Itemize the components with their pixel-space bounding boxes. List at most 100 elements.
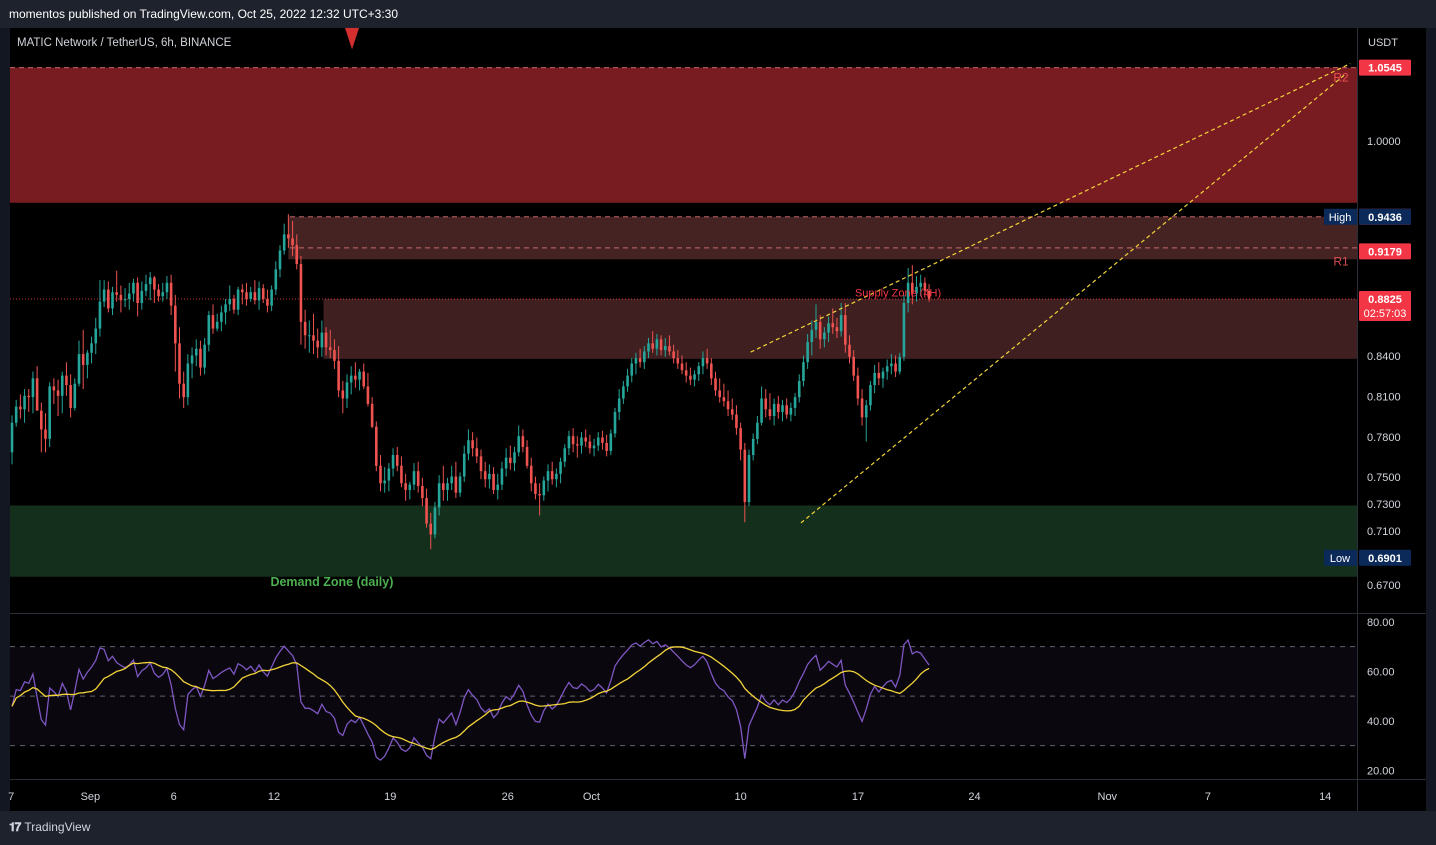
- candle-body: [421, 485, 424, 499]
- candle-body: [437, 483, 441, 508]
- candle-body: [224, 304, 227, 313]
- candle-body: [408, 484, 412, 490]
- candle-body: [107, 289, 110, 309]
- candle-body: [500, 468, 504, 485]
- candle-body: [529, 465, 533, 484]
- candle-body: [132, 282, 135, 294]
- candle-body: [241, 289, 244, 293]
- candle-body: [580, 437, 583, 446]
- candle-body: [563, 448, 567, 462]
- time-tick-label: 19: [384, 791, 396, 803]
- level-label: High: [1329, 212, 1352, 224]
- candle-body: [270, 289, 273, 306]
- candle-body: [517, 436, 520, 453]
- candle-body: [328, 347, 332, 351]
- candle-body: [379, 465, 382, 484]
- candle-body: [756, 422, 759, 439]
- candle-body: [433, 507, 437, 535]
- pivot-label: R1: [1333, 254, 1349, 268]
- candle-body: [898, 356, 902, 372]
- currency-label: USDT: [1368, 37, 1398, 49]
- candle-body: [550, 471, 554, 480]
- candle-body: [684, 370, 688, 376]
- trendlines-layer: [750, 63, 1351, 524]
- candle-body: [299, 263, 303, 322]
- candle-body: [839, 315, 843, 332]
- candle-body: [680, 363, 684, 371]
- candle-body: [182, 383, 185, 398]
- candle-body: [659, 339, 663, 351]
- candle-body: [630, 363, 634, 376]
- candle-body: [890, 363, 893, 367]
- candle-body: [488, 473, 491, 480]
- demand-zone-label: Demand Zone (daily): [270, 575, 393, 589]
- price-tick-label: 0.7100: [1367, 526, 1401, 538]
- candle-body: [525, 446, 529, 466]
- candle-body: [701, 358, 705, 367]
- candle-body: [65, 375, 68, 386]
- candle-body: [672, 351, 675, 359]
- time-tick-label: 26: [502, 791, 514, 803]
- time-tick-label: 6: [171, 791, 177, 803]
- candle-body: [333, 350, 336, 361]
- price-tick-label: 0.8400: [1367, 351, 1401, 363]
- candle-body: [44, 429, 47, 439]
- candle-body: [793, 397, 797, 408]
- candle-body: [27, 395, 31, 398]
- candle-body: [295, 245, 299, 264]
- candle-body: [596, 437, 600, 446]
- candle-body: [534, 483, 537, 495]
- candle-body: [316, 340, 319, 348]
- candle-body: [567, 436, 571, 449]
- candle-body: [626, 375, 629, 387]
- candle-body: [663, 346, 667, 351]
- candle-body: [789, 407, 793, 415]
- candle-body: [412, 471, 416, 485]
- candle-body: [287, 234, 290, 239]
- candle-body: [710, 363, 713, 379]
- candle-body: [588, 441, 592, 449]
- rsi-tick-label: 60.00: [1367, 666, 1395, 678]
- candle-body: [90, 343, 93, 353]
- candle-body: [848, 344, 851, 357]
- candle-body: [852, 356, 855, 376]
- candle-body: [442, 483, 445, 490]
- candle-body: [622, 386, 625, 399]
- price-tick-label: 1.0000: [1367, 136, 1401, 148]
- candle-body: [211, 315, 215, 329]
- price-tag-box: [1359, 208, 1411, 225]
- candle-body: [375, 426, 378, 466]
- tradingview-logo[interactable]: 𝟏𝟕 TradingView: [9, 820, 90, 835]
- candle-body: [735, 414, 738, 429]
- candle-body: [927, 290, 931, 299]
- price-tick-label: 0.7300: [1367, 499, 1401, 511]
- candle-body: [617, 398, 621, 412]
- candle-body: [705, 358, 709, 364]
- candle-body: [814, 321, 818, 330]
- level-label: Low: [1330, 553, 1350, 565]
- candle-body: [169, 282, 173, 306]
- price-tag-value: 0.9436: [1368, 212, 1402, 224]
- time-tick-label: 14: [1319, 791, 1331, 803]
- rsi-tick-label: 80.00: [1367, 617, 1395, 629]
- candle-body: [458, 476, 462, 493]
- zone-demand: [10, 505, 1357, 577]
- candle-body: [781, 405, 784, 412]
- candle-body: [831, 323, 835, 328]
- candle-body: [747, 455, 751, 503]
- level-label-box: [1324, 208, 1357, 225]
- price-tick-label: 0.7800: [1367, 432, 1401, 444]
- candle-body: [161, 292, 165, 297]
- price-tick-label: 0.6700: [1367, 580, 1401, 592]
- candle-body: [429, 523, 433, 535]
- candle-body: [165, 282, 169, 293]
- candle-body: [207, 315, 211, 345]
- candle-body: [873, 372, 876, 386]
- annotations-layer: Supply Zone (4H) Demand Zone (daily): [270, 28, 941, 589]
- candle-body: [462, 453, 466, 477]
- candle-body: [14, 406, 18, 423]
- candle-body: [538, 494, 541, 496]
- candle-body: [358, 371, 361, 380]
- candle-body: [877, 372, 881, 379]
